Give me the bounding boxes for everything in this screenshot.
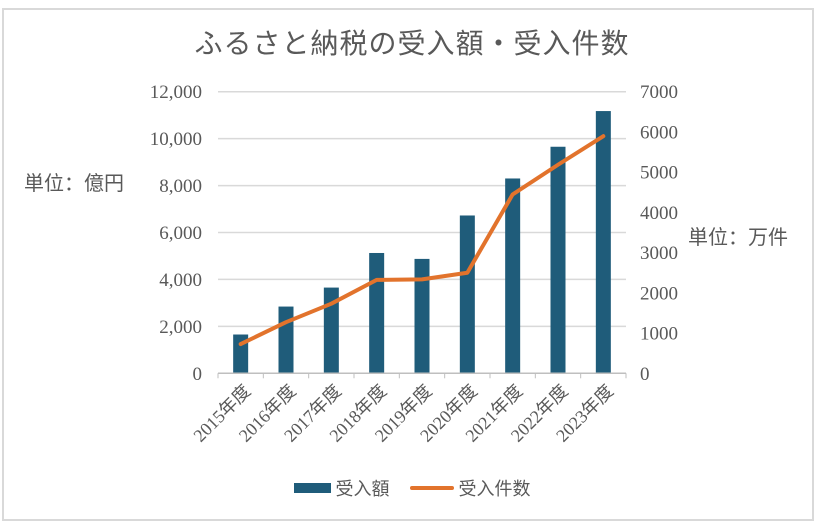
right-axis-tick-label: 6000 xyxy=(640,122,678,143)
bar-series-swatch-icon xyxy=(293,483,331,493)
bar-2016年度 xyxy=(278,306,294,374)
left-axis-tick-label: 0 xyxy=(193,364,203,385)
left-axis-tick-label: 8,000 xyxy=(159,176,202,197)
right-axis-tick-label: 4000 xyxy=(640,203,678,224)
legend-item-count: 受入件数 xyxy=(409,475,531,501)
chart-title: ふるさと納税の受入額・受入件数 xyxy=(194,29,630,60)
bar-2019年度 xyxy=(414,258,430,374)
left-axis-tick-label: 2,000 xyxy=(159,317,202,338)
left-axis-tick-label: 6,000 xyxy=(159,223,202,244)
legend-item-amount: 受入額 xyxy=(293,475,390,501)
right-axis-tick-label: 3000 xyxy=(640,243,678,264)
legend-label-amount: 受入額 xyxy=(335,479,390,499)
right-axis-unit-label: 単位：万件 xyxy=(688,227,788,249)
bar-2023年度 xyxy=(595,111,611,374)
bar-2017年度 xyxy=(323,287,339,374)
line-series-swatch-icon xyxy=(409,486,454,490)
left-axis-unit-label: 単位：億円 xyxy=(24,173,124,195)
bar-2021年度 xyxy=(505,178,521,374)
right-axis-tick-label: 0 xyxy=(640,364,650,385)
bar-2022年度 xyxy=(550,146,566,374)
bar-2018年度 xyxy=(369,252,385,374)
legend: 受入額 受入件数 xyxy=(0,477,824,499)
left-axis-tick-label: 4,000 xyxy=(159,270,202,291)
right-axis-tick-label: 1000 xyxy=(640,324,678,345)
bar-2020年度 xyxy=(459,215,475,374)
right-axis-tick-label: 7000 xyxy=(640,82,678,103)
right-axis-tick-label: 2000 xyxy=(640,283,678,304)
left-axis-tick-label: 10,000 xyxy=(150,129,202,150)
line-series xyxy=(238,134,606,347)
legend-label-count: 受入件数 xyxy=(458,479,531,499)
right-axis-tick-label: 5000 xyxy=(640,163,678,184)
left-axis-tick-label: 12,000 xyxy=(150,82,202,103)
